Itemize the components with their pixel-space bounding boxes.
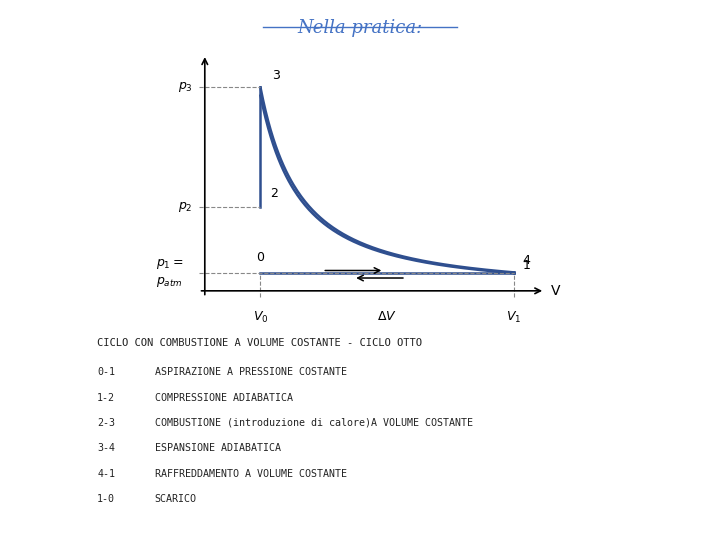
Text: SCARICO: SCARICO bbox=[155, 494, 197, 504]
Text: 4: 4 bbox=[523, 254, 531, 267]
Text: 1: 1 bbox=[523, 259, 531, 272]
Text: 1-0: 1-0 bbox=[97, 494, 115, 504]
Text: $\Delta V$: $\Delta V$ bbox=[377, 309, 397, 322]
Text: V: V bbox=[552, 284, 561, 298]
Text: $V_1$: $V_1$ bbox=[506, 309, 522, 325]
Text: 2-3: 2-3 bbox=[97, 418, 115, 428]
Text: $p_{atm}$: $p_{atm}$ bbox=[156, 275, 183, 289]
Text: 3-4: 3-4 bbox=[97, 443, 115, 454]
Text: COMPRESSIONE ADIABATICA: COMPRESSIONE ADIABATICA bbox=[155, 393, 293, 403]
Text: CICLO CON COMBUSTIONE A VOLUME COSTANTE - CICLO OTTO: CICLO CON COMBUSTIONE A VOLUME COSTANTE … bbox=[97, 338, 422, 348]
Text: 1-2: 1-2 bbox=[97, 393, 115, 403]
Text: $V_0$: $V_0$ bbox=[253, 309, 269, 325]
Text: 4-1: 4-1 bbox=[97, 469, 115, 479]
Text: 3: 3 bbox=[272, 69, 280, 82]
Text: COMBUSTIONE (introduzione di calore)A VOLUME COSTANTE: COMBUSTIONE (introduzione di calore)A VO… bbox=[155, 418, 473, 428]
Text: RAFFREDDAMENTO A VOLUME COSTANTE: RAFFREDDAMENTO A VOLUME COSTANTE bbox=[155, 469, 347, 479]
Text: 2: 2 bbox=[271, 187, 279, 200]
Text: $p_3$: $p_3$ bbox=[178, 80, 192, 94]
Text: $p_2$: $p_2$ bbox=[178, 200, 192, 214]
Text: ASPIRAZIONE A PRESSIONE COSTANTE: ASPIRAZIONE A PRESSIONE COSTANTE bbox=[155, 367, 347, 377]
Text: Nella pratica:: Nella pratica: bbox=[297, 19, 423, 37]
Text: $p_1 =$: $p_1 =$ bbox=[156, 257, 183, 271]
Text: 0: 0 bbox=[256, 251, 264, 264]
Text: 0-1: 0-1 bbox=[97, 367, 115, 377]
Text: ESPANSIONE ADIABATICA: ESPANSIONE ADIABATICA bbox=[155, 443, 281, 454]
